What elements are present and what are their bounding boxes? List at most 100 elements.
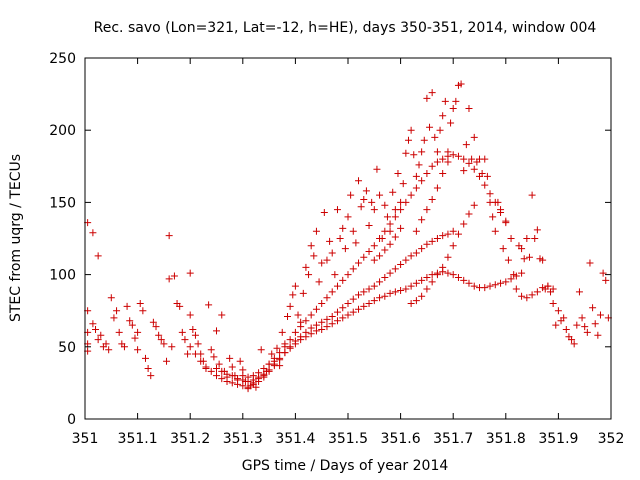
- data-point: [347, 191, 355, 199]
- data-point: [318, 299, 326, 307]
- data-point: [323, 256, 331, 264]
- data-point: [433, 148, 441, 156]
- data-point: [520, 255, 528, 263]
- data-point: [333, 282, 341, 290]
- data-point: [518, 269, 526, 277]
- data-point: [355, 305, 363, 313]
- data-point: [504, 256, 512, 264]
- data-point: [407, 299, 415, 307]
- data-point: [270, 354, 278, 362]
- x-axis-title: GPS time / Days of year 2014: [242, 458, 449, 474]
- data-point: [323, 294, 331, 302]
- data-point: [113, 307, 121, 315]
- data-point: [318, 259, 326, 267]
- data-point: [136, 299, 144, 307]
- data-point: [476, 172, 483, 180]
- data-point: [323, 323, 331, 331]
- data-point: [131, 334, 139, 342]
- data-point: [436, 126, 444, 134]
- data-point: [141, 354, 149, 362]
- data-point: [439, 232, 447, 240]
- data-point: [191, 350, 199, 358]
- data-point: [365, 299, 373, 307]
- data-point: [302, 317, 310, 325]
- data-point: [460, 220, 468, 228]
- data-point: [302, 333, 310, 341]
- data-point: [418, 148, 426, 156]
- data-point: [573, 321, 581, 329]
- y-tick-label: 200: [49, 123, 76, 139]
- data-point: [397, 260, 405, 268]
- data-point: [523, 235, 531, 242]
- data-point: [165, 232, 173, 240]
- data-point: [297, 336, 305, 344]
- data-point: [402, 285, 410, 293]
- data-point: [184, 350, 192, 358]
- data-point: [412, 227, 420, 235]
- chart-title: Rec. savo (Lon=321, Lat=-12, h=HE), days…: [94, 20, 597, 36]
- data-point: [486, 282, 494, 290]
- x-tick-label: 352: [598, 431, 625, 447]
- data-point: [386, 289, 394, 297]
- data-point: [394, 170, 402, 178]
- data-point: [357, 203, 365, 211]
- data-point: [260, 364, 268, 372]
- data-point: [349, 295, 357, 303]
- data-point: [349, 265, 357, 273]
- data-point: [491, 227, 499, 235]
- data-point: [407, 126, 415, 134]
- data-point: [428, 162, 436, 170]
- data-point: [376, 235, 384, 242]
- data-point: [407, 252, 415, 260]
- data-point: [276, 349, 284, 357]
- data-point: [186, 311, 194, 319]
- data-point: [376, 252, 384, 260]
- data-point: [120, 343, 128, 351]
- data-point: [407, 191, 415, 199]
- data-point: [207, 367, 215, 375]
- data-point: [452, 97, 460, 105]
- data-point: [589, 304, 597, 312]
- data-point: [170, 272, 178, 280]
- x-tick-label: 351.7: [433, 431, 473, 447]
- data-point: [391, 288, 399, 296]
- data-point: [328, 320, 336, 328]
- data-point: [449, 105, 457, 113]
- data-points-layer: [84, 80, 612, 393]
- data-point: [539, 256, 547, 264]
- data-point: [186, 269, 194, 277]
- data-point: [181, 336, 189, 344]
- data-point: [570, 340, 578, 348]
- data-point: [404, 136, 412, 144]
- data-point: [268, 350, 276, 358]
- data-point: [426, 123, 434, 131]
- data-point: [331, 271, 339, 279]
- data-point: [468, 155, 476, 163]
- data-point: [412, 184, 420, 192]
- data-point: [412, 249, 420, 257]
- y-tick-label: 100: [49, 268, 76, 284]
- data-point: [391, 233, 399, 241]
- data-point: [460, 167, 468, 175]
- data-point: [115, 328, 123, 336]
- data-point: [310, 252, 318, 260]
- data-point: [507, 275, 515, 283]
- data-point: [257, 346, 265, 354]
- data-point: [312, 327, 320, 335]
- data-point: [444, 230, 452, 238]
- data-point: [286, 336, 294, 344]
- data-point: [596, 311, 604, 319]
- data-point: [497, 209, 505, 217]
- data-point: [562, 325, 570, 333]
- axis-ticks-layer: 351 351.1 351.2 351.3 351.4 351.5 351.6 351.7 35…: [49, 51, 624, 447]
- data-point: [144, 364, 152, 372]
- data-point: [239, 372, 247, 380]
- data-point: [284, 312, 292, 320]
- data-point: [433, 235, 441, 242]
- data-point: [307, 311, 315, 319]
- data-point: [333, 317, 341, 325]
- y-tick-label: 0: [67, 412, 76, 428]
- data-point: [189, 325, 197, 333]
- data-point: [420, 136, 428, 144]
